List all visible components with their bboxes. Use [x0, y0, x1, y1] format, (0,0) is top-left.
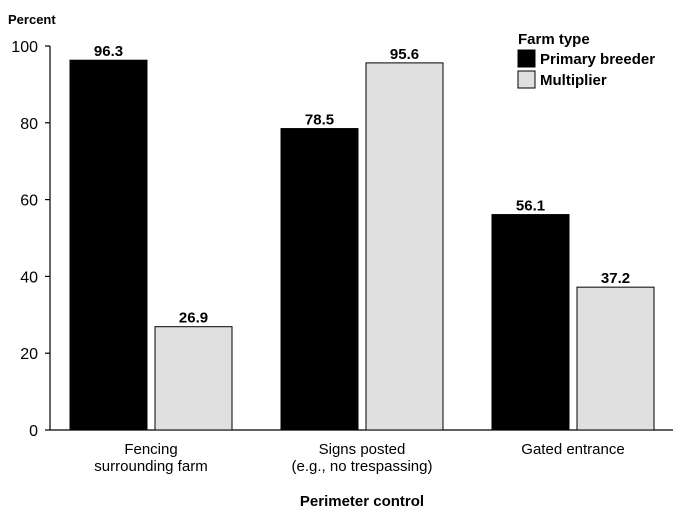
y-tick-label: 20 — [20, 346, 38, 363]
value-label: 26.9 — [179, 310, 208, 327]
value-label: 37.2 — [601, 270, 630, 287]
bar-multiplier-1 — [365, 62, 444, 431]
bar-multiplier-0 — [154, 326, 233, 431]
category-label: Signs posted — [319, 441, 406, 458]
category-label: surrounding farm — [94, 458, 207, 475]
legend-item-label: Multiplier — [540, 72, 607, 89]
value-label: 78.5 — [305, 112, 334, 129]
value-label: 96.3 — [94, 43, 123, 60]
bars — [69, 59, 655, 431]
category-label: Gated entrance — [521, 441, 624, 458]
y-tick-label: 0 — [29, 423, 38, 440]
y-tick-label: 40 — [20, 269, 38, 286]
y-ticks: 0 20 40 60 80 100 — [11, 39, 50, 440]
y-tick-label: 80 — [20, 116, 38, 133]
category-label: (e.g., no trespassing) — [292, 458, 433, 475]
y-tick-label: 100 — [11, 39, 38, 56]
x-axis-label: Perimeter control — [300, 493, 424, 510]
value-label: 95.6 — [390, 46, 419, 63]
category-label: Fencing — [124, 441, 177, 458]
legend-title: Farm type — [518, 31, 590, 48]
legend-swatch — [517, 49, 536, 68]
bar-multiplier-2 — [576, 286, 655, 431]
legend: Farm type Primary breeder Multiplier — [517, 31, 655, 89]
y-tick-label: 60 — [20, 193, 38, 210]
bar-primary-breeder-2 — [491, 214, 570, 431]
y-axis-label: Percent — [8, 12, 56, 27]
legend-swatch — [517, 70, 536, 89]
value-label: 56.1 — [516, 198, 545, 215]
bar-primary-breeder-0 — [69, 59, 148, 431]
legend-item-label: Primary breeder — [540, 51, 655, 68]
bar-primary-breeder-1 — [280, 128, 359, 431]
value-labels: 96.3 78.5 56.1 26.9 95.6 37.2 — [94, 43, 630, 326]
